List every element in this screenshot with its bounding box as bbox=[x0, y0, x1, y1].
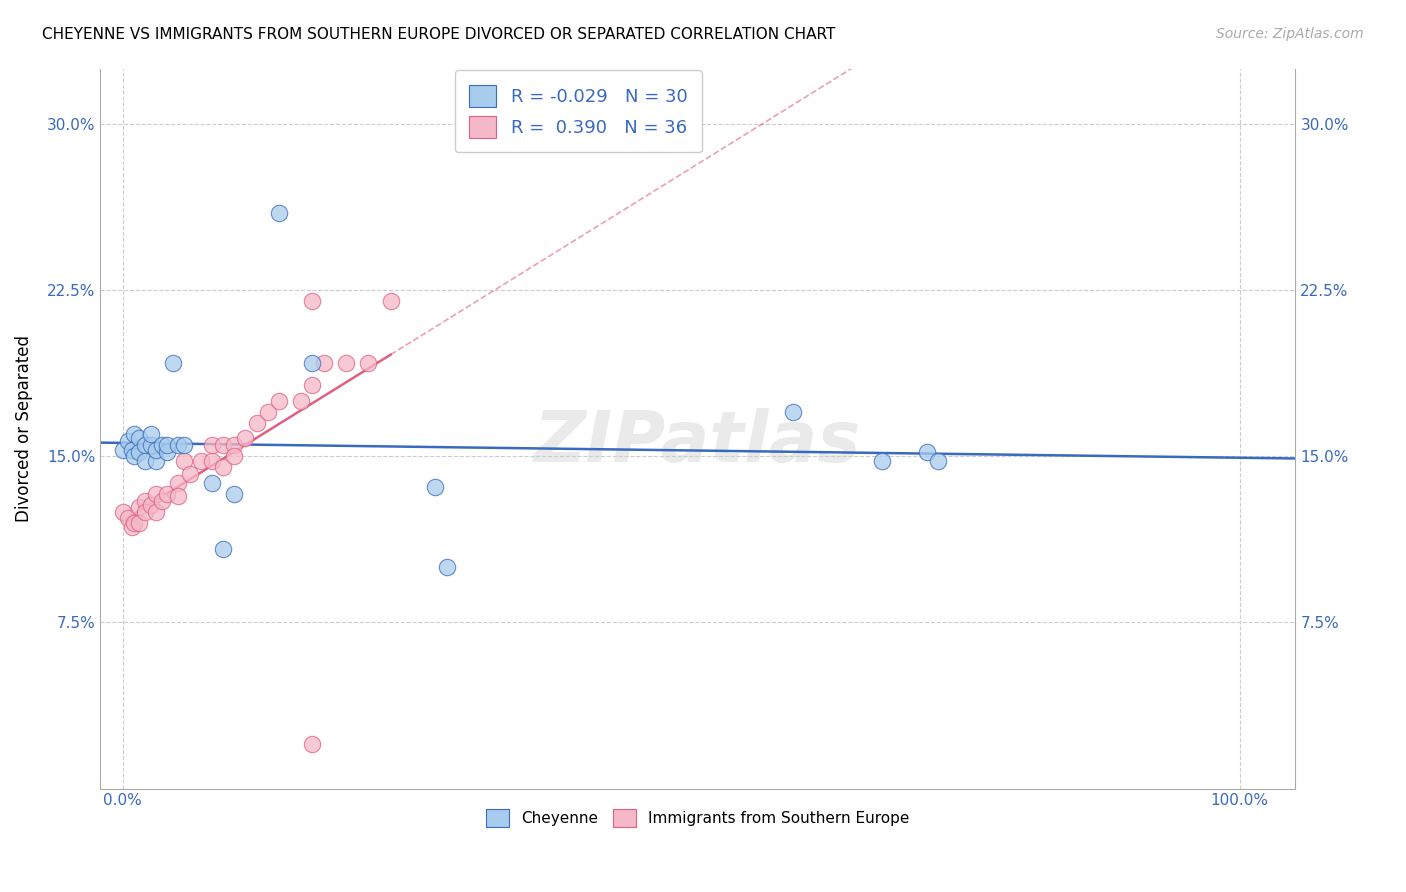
Point bbox=[201, 453, 224, 467]
Point bbox=[167, 475, 190, 490]
Point bbox=[145, 487, 167, 501]
Point bbox=[121, 520, 143, 534]
Point bbox=[156, 487, 179, 501]
Point bbox=[150, 493, 173, 508]
Point bbox=[117, 434, 139, 448]
Point bbox=[128, 516, 150, 530]
Point bbox=[173, 453, 195, 467]
Point bbox=[128, 432, 150, 446]
Point bbox=[782, 405, 804, 419]
Point bbox=[301, 294, 323, 309]
Point bbox=[246, 416, 269, 430]
Point bbox=[156, 438, 179, 452]
Point bbox=[122, 427, 145, 442]
Text: CHEYENNE VS IMMIGRANTS FROM SOUTHERN EUROPE DIVORCED OR SEPARATED CORRELATION CH: CHEYENNE VS IMMIGRANTS FROM SOUTHERN EUR… bbox=[42, 27, 835, 42]
Point bbox=[111, 505, 134, 519]
Point bbox=[128, 500, 150, 515]
Y-axis label: Divorced or Separated: Divorced or Separated bbox=[15, 335, 32, 522]
Point bbox=[224, 487, 246, 501]
Point bbox=[122, 516, 145, 530]
Point bbox=[212, 438, 235, 452]
Point bbox=[156, 444, 179, 458]
Point bbox=[357, 356, 380, 370]
Point bbox=[380, 294, 402, 309]
Point bbox=[173, 438, 195, 452]
Point bbox=[267, 393, 290, 408]
Point bbox=[212, 542, 235, 557]
Point bbox=[121, 442, 143, 457]
Point bbox=[290, 393, 312, 408]
Point bbox=[139, 427, 162, 442]
Point bbox=[134, 493, 156, 508]
Point bbox=[139, 438, 162, 452]
Point bbox=[301, 378, 323, 392]
Point bbox=[870, 453, 893, 467]
Point bbox=[301, 356, 323, 370]
Point bbox=[425, 480, 447, 494]
Point bbox=[145, 442, 167, 457]
Point bbox=[117, 511, 139, 525]
Point bbox=[179, 467, 201, 481]
Text: ZIPatlas: ZIPatlas bbox=[534, 409, 862, 477]
Point bbox=[335, 356, 357, 370]
Point bbox=[145, 453, 167, 467]
Point bbox=[915, 444, 938, 458]
Point bbox=[145, 505, 167, 519]
Point bbox=[224, 438, 246, 452]
Point bbox=[162, 356, 184, 370]
Point bbox=[134, 438, 156, 452]
Point bbox=[134, 453, 156, 467]
Point bbox=[927, 453, 949, 467]
Point bbox=[267, 205, 290, 219]
Point bbox=[150, 438, 173, 452]
Point bbox=[122, 449, 145, 463]
Point bbox=[235, 432, 257, 446]
Point bbox=[212, 460, 235, 475]
Point bbox=[201, 438, 224, 452]
Point bbox=[301, 737, 323, 751]
Point bbox=[201, 475, 224, 490]
Point bbox=[312, 356, 335, 370]
Point bbox=[256, 405, 278, 419]
Point bbox=[224, 449, 246, 463]
Point bbox=[167, 489, 190, 503]
Legend: Cheyenne, Immigrants from Southern Europe: Cheyenne, Immigrants from Southern Europ… bbox=[478, 801, 918, 835]
Point bbox=[436, 560, 458, 574]
Point bbox=[139, 498, 162, 512]
Point bbox=[128, 444, 150, 458]
Point bbox=[167, 438, 190, 452]
Point bbox=[190, 453, 212, 467]
Point bbox=[111, 442, 134, 457]
Point bbox=[134, 505, 156, 519]
Text: Source: ZipAtlas.com: Source: ZipAtlas.com bbox=[1216, 27, 1364, 41]
